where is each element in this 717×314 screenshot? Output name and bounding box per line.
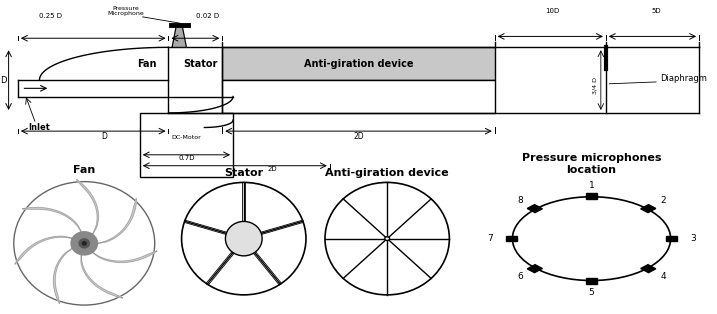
Text: 3: 3: [690, 234, 695, 243]
Text: 0.7D: 0.7D: [178, 155, 195, 161]
Polygon shape: [641, 205, 656, 213]
Polygon shape: [587, 193, 597, 199]
Title: Fan: Fan: [73, 165, 95, 175]
Bar: [222, 47, 495, 80]
Text: 0.25 D: 0.25 D: [39, 14, 62, 19]
Text: 6: 6: [517, 272, 523, 281]
Bar: [222, 80, 495, 113]
Polygon shape: [22, 208, 81, 232]
Text: Pressure
Microphone: Pressure Microphone: [107, 6, 144, 16]
Text: Stator: Stator: [184, 59, 218, 69]
Text: DC-Motor: DC-Motor: [171, 135, 201, 140]
Text: 2D: 2D: [267, 166, 277, 172]
Text: Fan: Fan: [137, 59, 157, 69]
Text: 2D: 2D: [353, 132, 364, 141]
Polygon shape: [77, 179, 98, 234]
Text: Inlet: Inlet: [29, 123, 50, 132]
Polygon shape: [15, 236, 72, 264]
Polygon shape: [98, 198, 136, 243]
Polygon shape: [172, 25, 186, 47]
Title: Pressure microphones
location: Pressure microphones location: [522, 153, 661, 175]
Polygon shape: [54, 248, 72, 304]
Text: 7: 7: [488, 234, 493, 243]
Text: 5: 5: [589, 288, 594, 297]
Circle shape: [82, 242, 86, 245]
Circle shape: [385, 237, 389, 241]
Text: 1: 1: [589, 181, 594, 190]
Bar: [140, 113, 233, 177]
Ellipse shape: [225, 221, 262, 256]
Text: 5D: 5D: [651, 8, 661, 14]
Text: 3/4 D: 3/4 D: [593, 77, 597, 94]
Title: Stator: Stator: [224, 168, 263, 178]
Polygon shape: [81, 255, 123, 298]
Circle shape: [71, 232, 98, 255]
Polygon shape: [641, 265, 656, 273]
Text: Diaphragm: Diaphragm: [660, 74, 706, 83]
Text: D: D: [0, 76, 7, 85]
Polygon shape: [587, 278, 597, 284]
Polygon shape: [92, 251, 157, 263]
Text: 10D: 10D: [545, 8, 559, 14]
Polygon shape: [666, 236, 678, 241]
Text: 2: 2: [660, 196, 666, 205]
Polygon shape: [527, 205, 542, 213]
Circle shape: [79, 239, 90, 248]
Text: 0.02 D: 0.02 D: [196, 14, 219, 19]
Polygon shape: [527, 265, 542, 273]
Text: Anti-giration device: Anti-giration device: [304, 59, 413, 69]
Text: D: D: [101, 132, 107, 141]
Title: Anti-giration device: Anti-giration device: [326, 168, 449, 178]
Text: 8: 8: [517, 196, 523, 205]
Text: 4: 4: [660, 272, 666, 281]
Polygon shape: [505, 236, 517, 241]
